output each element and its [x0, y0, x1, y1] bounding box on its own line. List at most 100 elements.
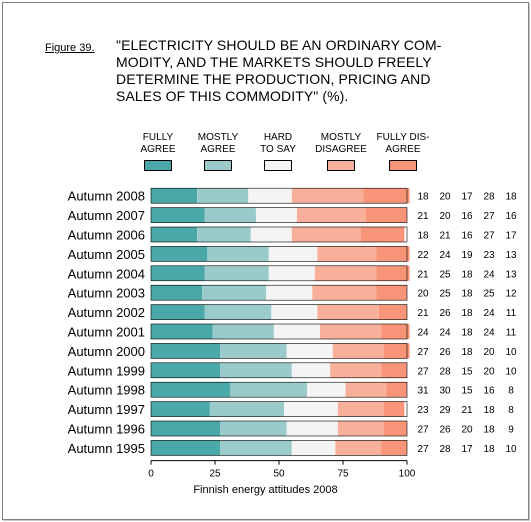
- bar-segment: [151, 285, 203, 301]
- data-label: 8: [508, 405, 514, 416]
- legend-item-fully-disagree: FULLY DIS- AGREE: [373, 132, 433, 171]
- bar-segment: [366, 207, 407, 223]
- bar-segment: [383, 421, 407, 436]
- data-label: 16: [505, 211, 517, 222]
- data-label: 18: [483, 444, 495, 455]
- bar-segment: [319, 324, 382, 339]
- data-label: 29: [439, 405, 451, 416]
- bar-segment: [268, 246, 318, 262]
- bar-segment: [332, 343, 384, 359]
- legend-label: FULLY AGREE: [140, 132, 176, 155]
- bar-segment: [151, 265, 205, 281]
- category-label: Autumn 1995: [68, 441, 145, 456]
- bar-outline: [150, 304, 408, 320]
- data-label: 16: [461, 211, 473, 222]
- bar-segment: [151, 362, 221, 378]
- bar-segment: [255, 207, 297, 223]
- data-label: 18: [483, 425, 495, 436]
- legend-label: MOSTLY DISAGREE: [315, 132, 367, 155]
- data-label: 28: [439, 444, 451, 455]
- data-label: 28: [439, 366, 451, 377]
- chart-title: "ELECTRICITY SHOULD BE AN ORDINARY COM- …: [116, 37, 442, 104]
- bar-segment: [209, 401, 285, 417]
- bar-segment: [284, 401, 338, 417]
- data-label: 15: [461, 386, 473, 397]
- bar-outline: [150, 420, 408, 437]
- bar-segment: [360, 227, 405, 242]
- category-label: Autumn 2004: [68, 266, 145, 281]
- bar-segment: [291, 440, 336, 456]
- data-label: 23: [417, 405, 429, 416]
- data-label: 18: [483, 405, 495, 416]
- legend-item-hard-to-say: HARD TO SAY: [248, 132, 308, 171]
- bar-segment: [230, 382, 308, 398]
- data-label: 27: [417, 425, 429, 436]
- bar-segment: [271, 304, 318, 320]
- bar-segment: [273, 324, 320, 339]
- bar-segment: [151, 246, 208, 262]
- bar-segment: [212, 324, 274, 339]
- bar-segment: [248, 188, 292, 204]
- bar-segment: [376, 265, 410, 281]
- bar-outline: [150, 207, 408, 223]
- bar-segment: [151, 440, 221, 456]
- data-label: 19: [461, 250, 473, 261]
- bar-outline: [150, 265, 408, 282]
- bar-segment: [268, 265, 315, 281]
- data-label: 21: [417, 269, 429, 280]
- category-label: Autumn 2001: [68, 325, 145, 340]
- bar-segment: [207, 246, 269, 262]
- category-label: Autumn 1999: [68, 363, 145, 378]
- data-label: 24: [483, 269, 495, 280]
- data-label: 24: [483, 328, 495, 339]
- bar-segment: [151, 401, 210, 417]
- data-label: 11: [506, 328, 517, 339]
- data-label: 30: [439, 386, 451, 397]
- bar-outline: [150, 343, 408, 359]
- category-label: Autumn 1996: [68, 422, 145, 437]
- category-label: Autumn 2005: [68, 247, 145, 262]
- data-label: 9: [508, 425, 514, 436]
- data-label: 18: [461, 328, 473, 339]
- data-label: 10: [505, 366, 517, 377]
- bar-segment: [345, 382, 387, 398]
- bar-segment: [204, 265, 269, 281]
- data-label: 27: [483, 231, 495, 242]
- x-tick-label: 25: [209, 469, 221, 480]
- bar-segment: [202, 285, 267, 301]
- bar-segment: [296, 207, 367, 223]
- data-label: 17: [505, 231, 517, 242]
- bar-segment: [337, 421, 384, 436]
- data-label: 21: [417, 211, 429, 222]
- bar-segment: [314, 265, 377, 281]
- bar-segment: [312, 285, 377, 301]
- data-label: 13: [505, 269, 517, 280]
- bar-outline: [150, 323, 408, 340]
- category-label: Autumn 2002: [68, 305, 145, 320]
- bar-segment: [204, 304, 272, 320]
- bar-segment: [250, 227, 292, 242]
- data-label: 24: [439, 250, 451, 261]
- bar-segment: [151, 421, 221, 436]
- bar-segment: [307, 382, 346, 398]
- bar-segment: [363, 188, 410, 204]
- legend-swatch: [144, 160, 172, 171]
- data-label: 17: [461, 192, 473, 203]
- bar-segment: [291, 362, 331, 378]
- bar-segment: [381, 362, 407, 378]
- category-label: Autumn 2000: [68, 344, 145, 359]
- data-label: 21: [461, 405, 473, 416]
- data-label: 28: [483, 192, 495, 203]
- bar-segment: [381, 324, 410, 339]
- data-label: 10: [505, 444, 517, 455]
- bar-outline: [150, 284, 408, 301]
- data-label: 21: [417, 308, 429, 319]
- bar-segment: [317, 246, 377, 262]
- data-label: 27: [483, 211, 495, 222]
- bar-segment: [151, 207, 205, 223]
- data-label: 17: [461, 444, 473, 455]
- data-label: 18: [417, 192, 429, 203]
- legend-item-mostly-agree: MOSTLY AGREE: [188, 132, 248, 171]
- data-label: 18: [461, 269, 473, 280]
